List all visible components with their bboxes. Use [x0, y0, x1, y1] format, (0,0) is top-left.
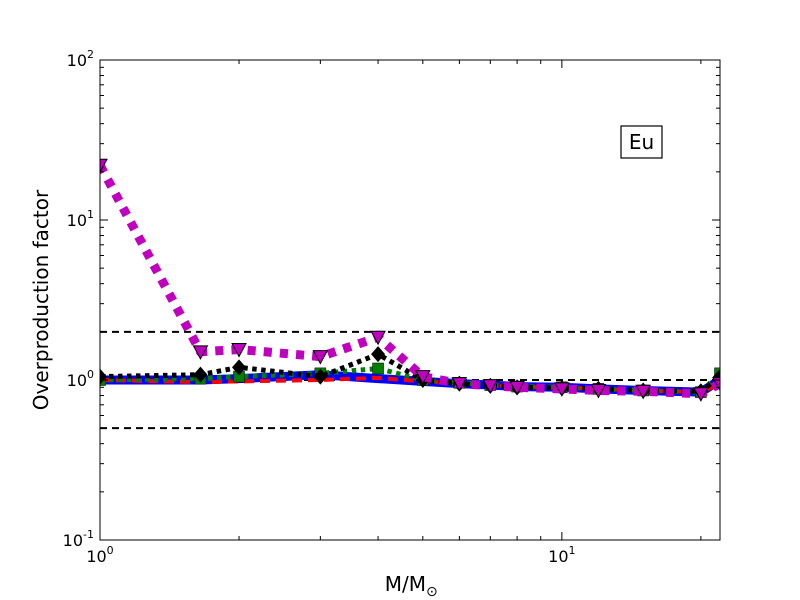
- series-4-point: [231, 343, 247, 358]
- y-tick-label: 100: [67, 368, 94, 390]
- series-4-point: [554, 382, 570, 397]
- series-3-point: [371, 346, 386, 363]
- annotation-label: Eu: [629, 130, 654, 154]
- series-4-point: [590, 383, 607, 399]
- x-axis-label-subscript: ⊙: [426, 584, 438, 600]
- series-4-point: [635, 384, 652, 400]
- series-4-point: [312, 350, 329, 365]
- x-tick-label: 101: [548, 544, 575, 566]
- x-tick-label: 100: [86, 544, 113, 566]
- series-4-point: [509, 380, 525, 396]
- y-tick-label: 101: [67, 208, 94, 230]
- y-tick-label: 102: [67, 48, 94, 70]
- series-line-4: [100, 163, 720, 399]
- series-4-point: [414, 370, 431, 385]
- series-4-point: [482, 379, 499, 394]
- series-3-point: [100, 368, 107, 385]
- series-3-point: [193, 366, 208, 383]
- plot-frame: [99, 59, 721, 541]
- series-2-point: [372, 362, 384, 375]
- annotation: Eu: [620, 125, 663, 159]
- reference-lines: [100, 330, 720, 430]
- annotation-box: [620, 125, 663, 159]
- series-4-point: [693, 387, 709, 402]
- series-4-point: [451, 377, 468, 392]
- series-3-point: [232, 359, 247, 376]
- series-3-point: [313, 368, 328, 385]
- plot-area-background: [100, 60, 720, 540]
- series-4-point: [100, 158, 108, 174]
- series-4-point: [370, 330, 386, 346]
- x-axis-label: M/M: [385, 572, 426, 596]
- y-axis-label: Overproduction factor: [29, 189, 53, 410]
- y-tick-label: 10-1: [63, 528, 94, 550]
- series-4-point: [192, 345, 209, 360]
- series-layer: [100, 158, 720, 402]
